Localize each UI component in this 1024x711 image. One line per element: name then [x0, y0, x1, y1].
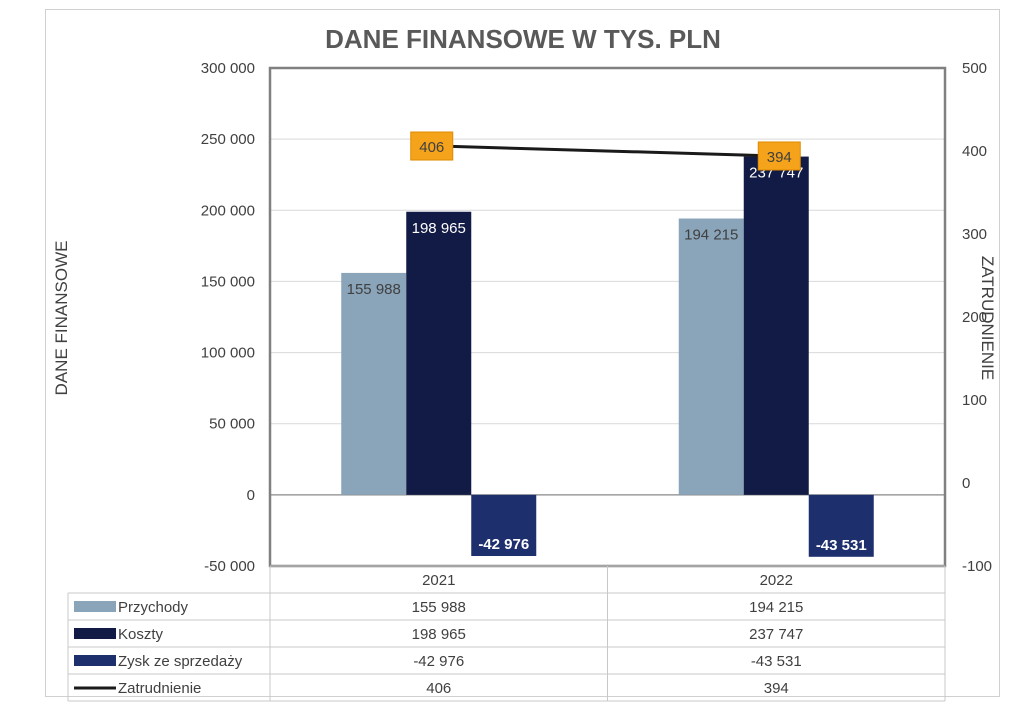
table-cell: 155 988: [412, 599, 466, 616]
y-tick-label: 50 000: [209, 416, 255, 433]
table-header-cell: 2021: [422, 572, 455, 589]
y-tick-label: 150 000: [201, 273, 255, 290]
legend-key: [74, 601, 116, 612]
y-tick-label: 250 000: [201, 131, 255, 148]
bar-przychody: [678, 218, 744, 495]
bar-zysk-ze-sprzedaży: [471, 494, 537, 557]
line-label-box: [757, 141, 801, 171]
y2-tick-label: 400: [962, 143, 987, 160]
y2-tick-label: -100: [962, 558, 992, 575]
y-tick-label: -50 000: [204, 558, 255, 575]
y-tick-label: 300 000: [201, 60, 255, 77]
bars: [341, 156, 874, 557]
y-tick-label: 0: [247, 487, 255, 504]
bar-koszty: [743, 156, 809, 495]
line-data-label: 406: [419, 139, 444, 156]
table-cell: 198 965: [412, 626, 466, 643]
table-row-label: Zatrudnienie: [118, 680, 201, 697]
y2-tick-label: 200: [962, 309, 987, 326]
bar-data-label: 194 215: [684, 227, 738, 244]
table-row-label: Koszty: [118, 626, 164, 643]
legend-key: [74, 628, 116, 639]
y-tick-label: 100 000: [201, 345, 255, 362]
chart-frame: [45, 9, 1000, 697]
table-header-cell: 2022: [760, 572, 793, 589]
line-data-label: 394: [767, 149, 792, 166]
y2-axis-ticks: 500 400 300 200 100 0 -100: [962, 60, 992, 575]
y2-tick-label: 500: [962, 60, 987, 77]
bar-data-label: -43 531: [816, 537, 867, 554]
table-cell: 194 215: [749, 599, 803, 616]
bar-data-label: 198 965: [412, 220, 466, 237]
table-row-label: Zysk ze sprzedaży: [118, 653, 243, 670]
bar-data-label: 155 988: [347, 281, 401, 298]
data-table: 2021 2022 Przychody 155 988 194 215 Koszty 198…: [67, 565, 946, 702]
y2-tick-label: 300: [962, 226, 987, 243]
bar-zysk-ze-sprzedaży: [808, 494, 874, 557]
table-cell: -42 976: [413, 653, 464, 670]
line-label-box: [410, 131, 454, 161]
line-zatrudnienie: [438, 144, 777, 158]
legend-key: [74, 655, 116, 666]
table-row-label: Przychody: [118, 599, 189, 616]
line-series: [438, 144, 777, 158]
table-cell: 406: [426, 680, 451, 697]
y2-tick-label: 100: [962, 392, 987, 409]
bar-data-label: -42 976: [478, 536, 529, 553]
y2-axis-title: ZATRUDNIENIE: [978, 256, 997, 380]
y-tick-label: 200 000: [201, 202, 255, 219]
bar-koszty: [406, 211, 472, 495]
table-cell: 394: [764, 680, 789, 697]
table-cell: 237 747: [749, 626, 803, 643]
y-axis-ticks: 300 000 250 000 200 000 150 000 100 000 50 00…: [201, 60, 255, 575]
y-axis-title: DANE FINANSOWE: [52, 241, 71, 396]
chart-title: DANE FINANSOWE W TYS. PLN: [325, 24, 721, 54]
table-cell: -43 531: [751, 653, 802, 670]
bar-przychody: [341, 272, 407, 495]
y2-tick-label: 0: [962, 475, 970, 492]
